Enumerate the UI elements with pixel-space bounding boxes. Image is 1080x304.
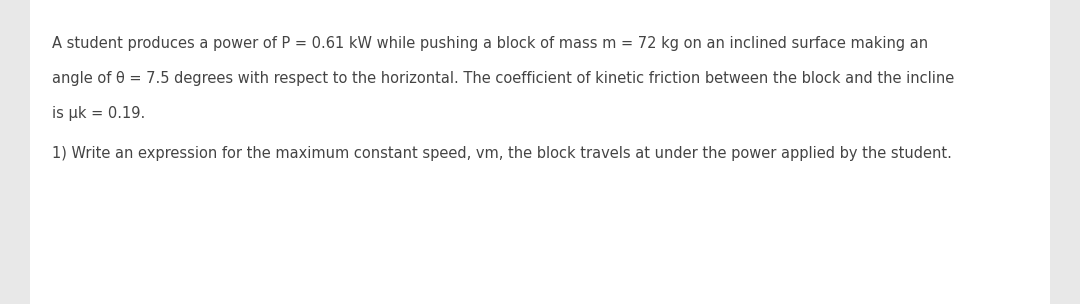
FancyBboxPatch shape <box>30 0 1050 304</box>
Text: is μk = 0.19.: is μk = 0.19. <box>52 106 145 121</box>
Text: A student produces a power of P = 0.61 kW while pushing a block of mass m = 72 k: A student produces a power of P = 0.61 k… <box>52 36 928 51</box>
Text: 1) Write an expression for the maximum constant speed, vm, the block travels at : 1) Write an expression for the maximum c… <box>52 146 951 161</box>
Text: angle of θ = 7.5 degrees with respect to the horizontal. The coefficient of kine: angle of θ = 7.5 degrees with respect to… <box>52 71 954 86</box>
